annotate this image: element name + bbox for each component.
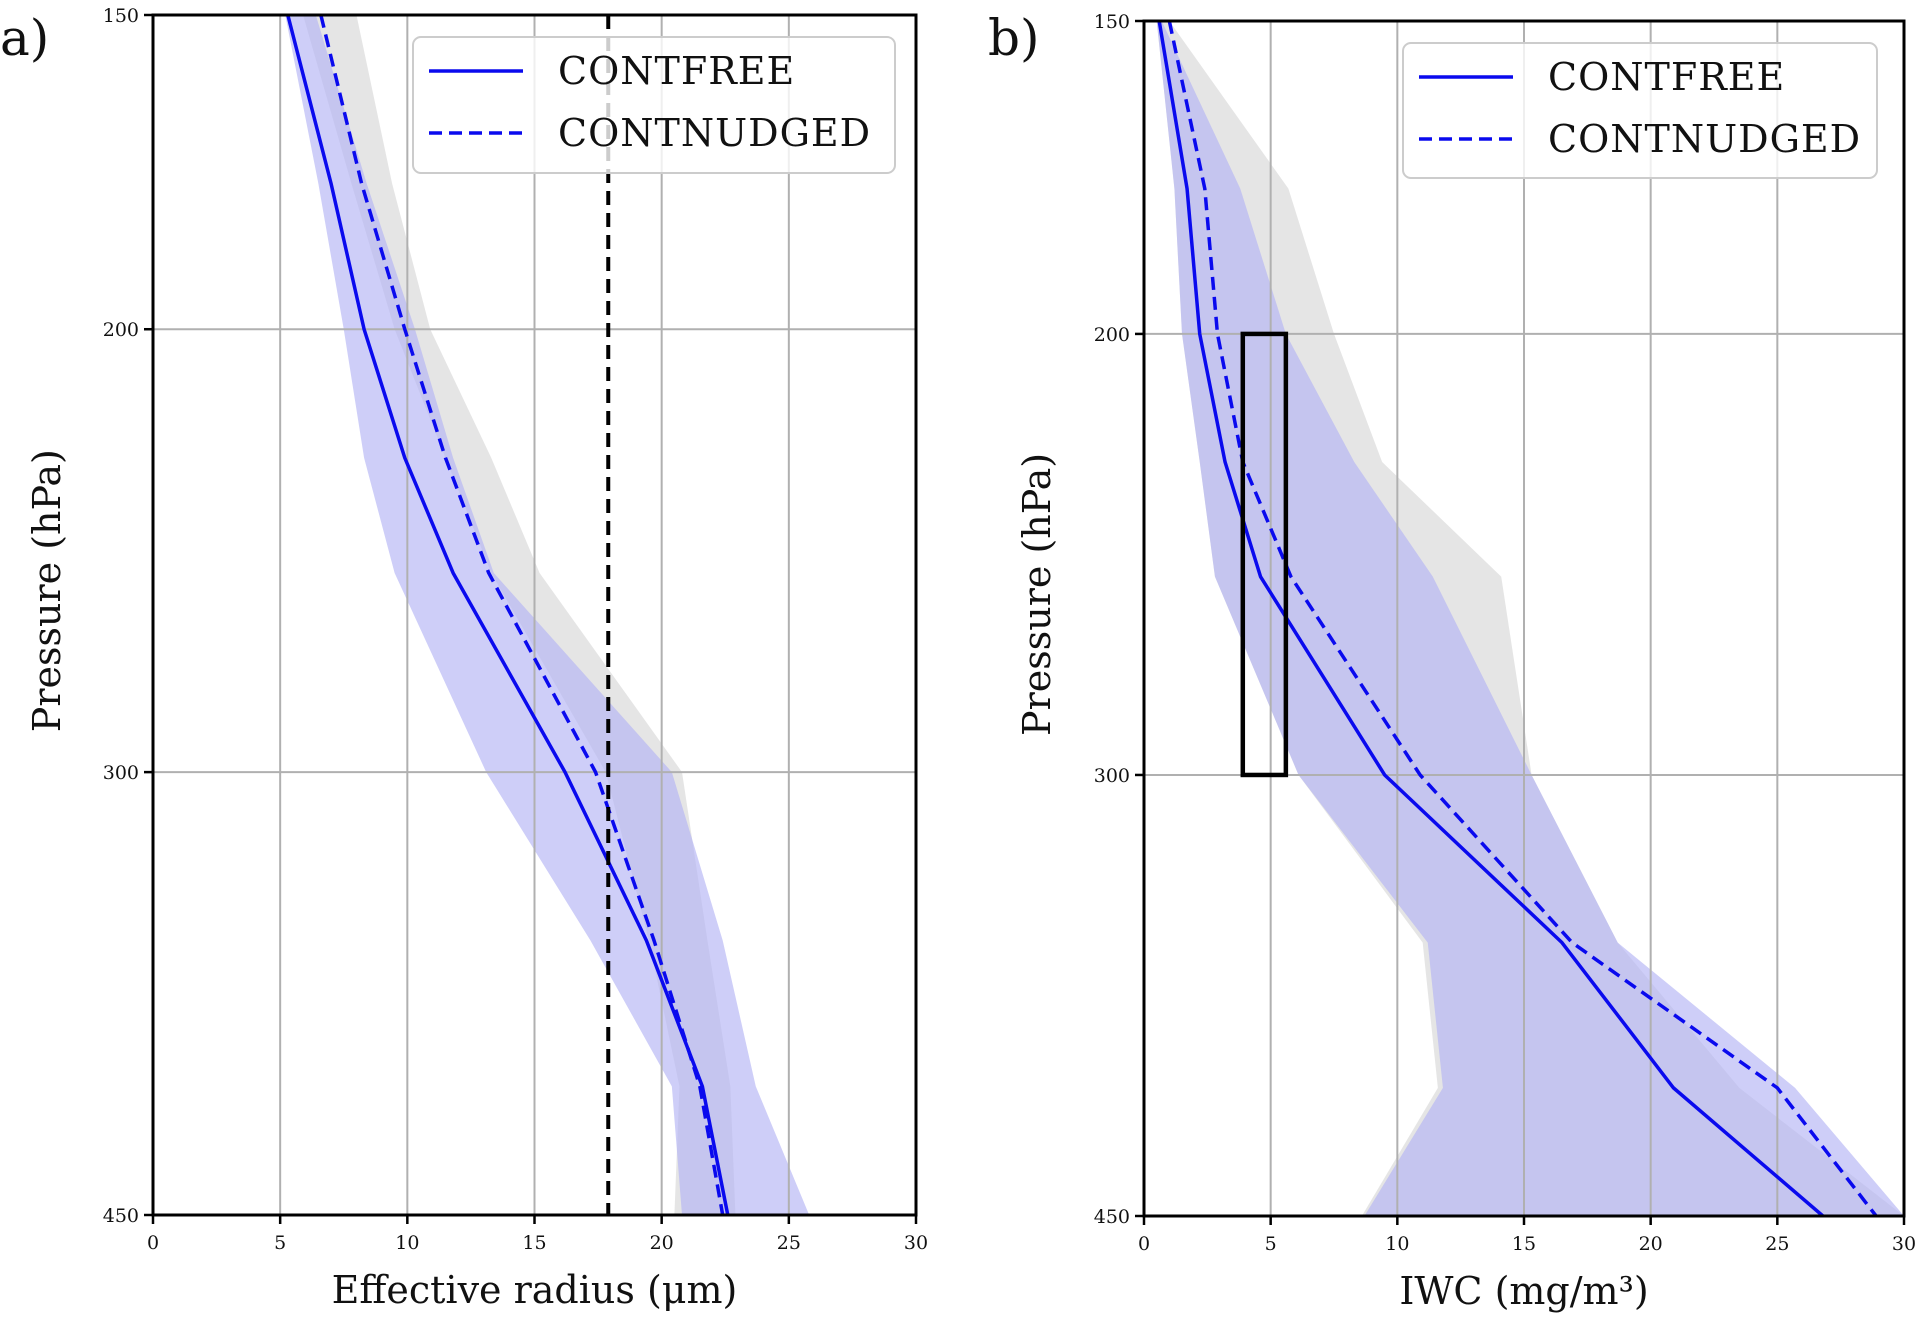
panel-letter: a) — [0, 9, 49, 67]
x-tick-label: 15 — [522, 1232, 546, 1254]
y-tick-label: 200 — [103, 319, 139, 341]
x-tick-label: 10 — [395, 1232, 419, 1254]
plot-area — [1144, 21, 1904, 1216]
legend-label: CONTFREE — [1548, 55, 1785, 99]
x-tick-label: 0 — [1138, 1233, 1150, 1255]
y-tick-label: 300 — [103, 762, 139, 784]
x-tick-label: 10 — [1385, 1233, 1409, 1255]
x-tick-label: 0 — [147, 1232, 159, 1254]
x-axis-label: IWC (mg/m³) — [1399, 1269, 1648, 1313]
series-line-contfree — [1157, 21, 1825, 1216]
x-tick-label: 30 — [904, 1232, 928, 1254]
model-range-band — [285, 15, 810, 1215]
x-tick-label: 20 — [650, 1232, 674, 1254]
legend: CONTFREE CONTNUDGED — [412, 36, 896, 174]
series-line-contnudged — [1167, 21, 1878, 1216]
panel-a: 0 5 10 15 20 25 30 150 200 300 450 Effective radius… — [0, 5, 928, 1312]
y-tick-label: 150 — [103, 5, 139, 27]
legend-box — [412, 36, 896, 174]
legend-box — [1402, 42, 1878, 179]
legend-label: CONTNUDGED — [558, 111, 871, 155]
x-tick-label: 20 — [1639, 1233, 1663, 1255]
legend: CONTFREE CONTNUDGED — [1402, 42, 1878, 179]
legend-label: CONTFREE — [558, 49, 795, 93]
y-tick-label: 150 — [1094, 11, 1130, 33]
plot-area — [153, 15, 916, 1215]
panel-letter: b) — [988, 9, 1040, 67]
y-axis-label: Pressure (hPa) — [25, 449, 69, 732]
x-tick-label: 5 — [274, 1232, 286, 1254]
y-tick-label: 450 — [103, 1205, 139, 1227]
y-tick-label: 300 — [1094, 765, 1130, 787]
series-line-contnudged — [319, 15, 725, 1215]
x-tick-label: 30 — [1892, 1233, 1916, 1255]
legend-label: CONTNUDGED — [1548, 117, 1861, 161]
x-tick-label: 5 — [1265, 1233, 1277, 1255]
y-tick-label: 200 — [1094, 324, 1130, 346]
x-tick-label: 25 — [1765, 1233, 1789, 1255]
y-axis-label: Pressure (hPa) — [1015, 453, 1059, 736]
x-axis-label: Effective radius (μm) — [332, 1268, 738, 1312]
y-tick-label: 450 — [1094, 1206, 1130, 1228]
x-tick-label: 15 — [1512, 1233, 1536, 1255]
x-tick-label: 25 — [777, 1232, 801, 1254]
panel-b: 0 5 10 15 20 25 30 150 200 300 450 IWC (mg/m³) Press… — [988, 9, 1916, 1313]
highlight-box — [1240, 331, 1289, 778]
model-range-band — [1156, 21, 1904, 1216]
